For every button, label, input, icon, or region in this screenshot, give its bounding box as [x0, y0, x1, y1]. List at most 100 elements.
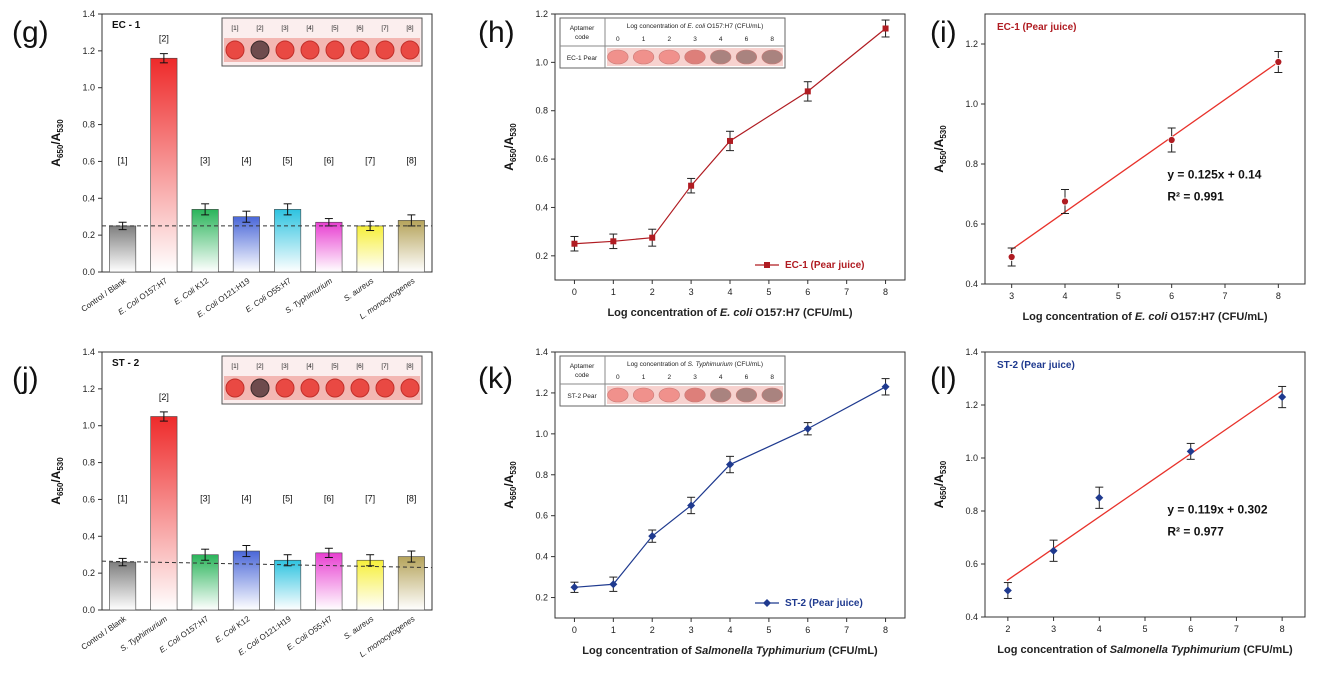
y-tick-label: 0.6 [965, 219, 978, 229]
x-tick-label: 8 [883, 287, 888, 297]
y-tick-label: 1.0 [965, 99, 978, 109]
fit-equation: y = 0.119x + 0.302 [1167, 503, 1267, 517]
x-tick-label: 4 [727, 625, 732, 635]
data-point [610, 238, 617, 245]
x-tick-label: 6 [805, 625, 810, 635]
bar-label: [1] [118, 156, 128, 166]
plot-frame [101, 13, 433, 273]
panel-label: (j) [12, 362, 39, 395]
plot-frame [984, 351, 1306, 618]
inset-well [607, 49, 629, 65]
y-tick-label: 0.4 [82, 193, 95, 203]
bar [315, 552, 343, 611]
x-tick-label: 5 [766, 287, 771, 297]
x-axis-label: Log concentration of E. coli O157:H7 (CF… [607, 307, 852, 319]
x-tick-label: 4 [1062, 291, 1067, 301]
category-label: S. aureus [342, 276, 375, 303]
inset-well [710, 387, 732, 403]
inset-header: Aptamer [570, 363, 595, 370]
inset-well [761, 49, 783, 65]
y-tick-label: 0.4 [82, 531, 95, 541]
y-tick-label: 0.4 [965, 279, 978, 289]
bar-label: [4] [241, 156, 251, 166]
legend-marker [764, 262, 770, 268]
category-label: E. Coli K12 [214, 614, 252, 645]
inset-well [710, 49, 732, 65]
category-label: E. Coli O55:H7 [285, 614, 334, 652]
bar-label: [4] [241, 494, 251, 504]
x-tick-label: 2 [1005, 624, 1010, 634]
inset-well [375, 40, 395, 60]
x-tick-label: 3 [689, 287, 694, 297]
y-tick-label: 1.2 [965, 39, 978, 49]
inset-label: [5] [331, 25, 338, 32]
inset-label: [3] [281, 25, 288, 32]
x-tick-label: 3 [1051, 624, 1056, 634]
fit-r2: R² = 0.991 [1167, 190, 1224, 204]
inset-well [400, 40, 420, 60]
bar [150, 57, 178, 273]
panel-label: (i) [930, 16, 957, 49]
x-tick-label: 8 [1276, 291, 1281, 301]
inset-well [325, 378, 345, 398]
y-tick-label: 1.4 [82, 347, 95, 357]
inset-col-label: 6 [745, 374, 749, 381]
inset-label: [7] [381, 363, 388, 370]
data-point [803, 424, 812, 433]
bar [150, 416, 178, 611]
inset-well [325, 40, 345, 60]
x-tick-label: 2 [650, 625, 655, 635]
y-axis-label: A650/A530 [49, 119, 65, 167]
inset-label: [4] [306, 363, 313, 370]
inset-label: [1] [231, 363, 238, 370]
data-point [1049, 546, 1058, 555]
inset-well [658, 49, 680, 65]
y-tick-label: 1.2 [965, 400, 978, 410]
bar [191, 209, 219, 273]
y-tick-label: 0.6 [965, 559, 978, 569]
y-tick-label: 1.4 [82, 9, 95, 19]
y-tick-label: 0.6 [82, 156, 95, 166]
y-axis-label: A650/A530 [932, 460, 948, 508]
data-point [1167, 136, 1176, 144]
fit-line [1010, 61, 1279, 251]
y-tick-label: 0.2 [535, 251, 548, 261]
data-point [688, 182, 695, 189]
legend-marker [763, 599, 771, 607]
x-tick-label: 1 [611, 625, 616, 635]
y-tick-label: 0.0 [82, 605, 95, 615]
data-point [1007, 253, 1016, 261]
inset-col-label: 3 [693, 374, 697, 381]
threshold-line [101, 560, 433, 569]
data-point [648, 532, 657, 541]
y-tick-label: 1.2 [535, 9, 548, 19]
y-tick-label: 0.0 [82, 267, 95, 277]
data-point [1003, 586, 1012, 595]
data-point [571, 240, 578, 247]
inset-well [275, 40, 295, 60]
inset-label: [4] [306, 25, 313, 32]
inset-well [375, 378, 395, 398]
y-axis-label: A650/A530 [502, 461, 518, 509]
plot-frame [984, 13, 1306, 285]
inset-col-label: 1 [642, 36, 646, 43]
inset-label: [3] [281, 363, 288, 370]
inset-label: [6] [356, 363, 363, 370]
x-tick-label: 5 [766, 625, 771, 635]
x-tick-label: 7 [844, 625, 849, 635]
bar [356, 225, 384, 273]
x-tick-label: 5 [1142, 624, 1147, 634]
inset-well [225, 40, 245, 60]
inset-well [300, 40, 320, 60]
inset-col-label: 2 [667, 36, 671, 43]
data-point [1274, 58, 1283, 66]
bar [232, 216, 260, 273]
inset-label: [2] [256, 363, 263, 370]
data-point [570, 583, 579, 592]
data-point [1061, 197, 1069, 206]
inset-label: [8] [406, 363, 413, 370]
y-tick-label: 0.4 [535, 552, 548, 562]
inset-col-label: 0 [616, 374, 620, 381]
panel-k: (k) 0.2 0.4 0.6 0.8 1.0 1.2 1.4 A650/A530 0 1 2 3 4 5 6… [478, 347, 906, 657]
y-tick-label: 0.8 [535, 106, 548, 116]
